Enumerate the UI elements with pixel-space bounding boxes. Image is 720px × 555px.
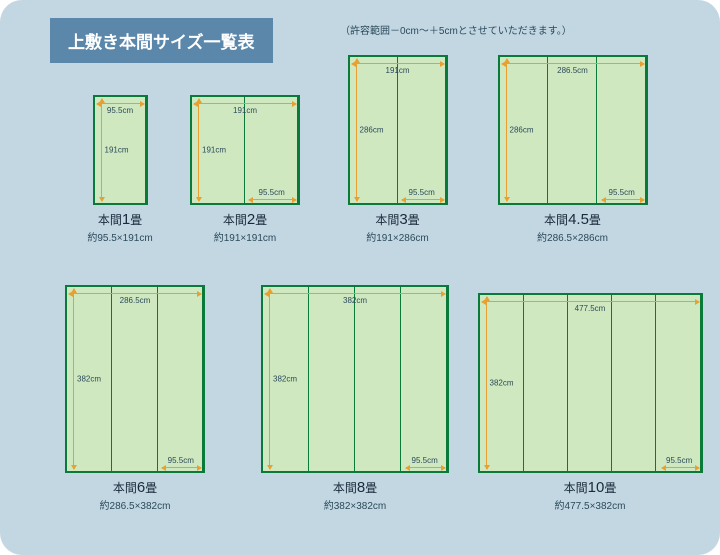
arrow-panel <box>249 199 296 200</box>
tatami-panel <box>158 287 203 471</box>
tolerance-note: （許容範囲－0cm～＋5cmとさせていただきます。） <box>340 22 572 37</box>
dim-width: 95.5cm <box>107 106 133 115</box>
dim-panel: 95.5cm <box>666 456 692 465</box>
mat-label: 本間1畳 <box>65 211 175 228</box>
mat-label: 本間4.5畳 <box>485 211 660 228</box>
arrow-panel <box>162 467 201 468</box>
mat-label: 本間10畳 <box>470 479 710 496</box>
tatami-box: 95.5cm 191cm <box>93 95 148 205</box>
dim-panel: 95.5cm <box>409 188 435 197</box>
tatami-box: 191cm 191cm 95.5cm <box>190 95 300 205</box>
mat-m8: 382cm 382cm 95.5cm 本間8畳約382×382cm <box>245 278 465 512</box>
dim-height: 191cm <box>105 146 129 155</box>
tatami-panel <box>597 57 646 203</box>
dim-panel: 95.5cm <box>412 456 438 465</box>
mat-sublabel: 約286.5×286cm <box>485 229 660 244</box>
mat-sublabel: 約286.5×382cm <box>40 497 230 512</box>
tatami-box: 477.5cm 382cm 95.5cm <box>478 293 703 473</box>
dim-height: 286cm <box>360 126 384 135</box>
diagram-wrap: 191cm 286cm 95.5cm <box>330 45 465 205</box>
mat-sublabel: 約191×286cm <box>330 229 465 244</box>
tatami-box: 286.5cm 382cm 95.5cm <box>65 285 205 473</box>
dim-height: 191cm <box>202 146 226 155</box>
arrow-panel <box>402 199 444 200</box>
dim-height: 382cm <box>273 375 297 384</box>
mat-sublabel: 約95.5×191cm <box>65 229 175 244</box>
dim-height: 286cm <box>510 126 534 135</box>
arrow-vertical <box>198 99 199 201</box>
arrow-vertical <box>101 99 102 201</box>
tatami-box: 286.5cm 286cm 95.5cm <box>498 55 648 205</box>
diagram-wrap: 95.5cm 191cm <box>65 45 175 205</box>
arrow-horizontal <box>194 103 296 104</box>
row-1: 95.5cm191cm本間1畳約95.5×191cm191cm191cm95.5… <box>0 45 720 270</box>
tatami-panel <box>398 57 446 203</box>
arrow-horizontal <box>69 293 201 294</box>
tatami-panel <box>656 295 700 471</box>
arrow-panel <box>662 467 699 468</box>
dim-panel: 95.5cm <box>168 456 194 465</box>
mat-sublabel: 約477.5×382cm <box>470 497 710 512</box>
mat-m45: 286.5cm 286cm 95.5cm 本間4.5畳約286.5×286cm <box>485 45 660 244</box>
mat-m2: 191cm 191cm 95.5cm 本間2畳約191×191cm <box>180 45 310 244</box>
page: 上敷き本間サイズ一覧表 （許容範囲－0cm～＋5cmとさせていただきます。） 9… <box>0 0 720 555</box>
diagram-wrap: 477.5cm 382cm 95.5cm <box>470 278 710 473</box>
tatami-box: 191cm 286cm 95.5cm <box>348 55 448 205</box>
mat-sublabel: 約382×382cm <box>245 497 465 512</box>
tatami-panel <box>612 295 656 471</box>
mat-m6: 286.5cm 382cm 95.5cm 本間6畳約286.5×382cm <box>40 278 230 512</box>
arrow-vertical <box>486 297 487 469</box>
mat-label: 本間6畳 <box>40 479 230 496</box>
tatami-panel <box>568 295 612 471</box>
arrow-vertical <box>506 59 507 201</box>
arrow-horizontal <box>97 103 144 104</box>
mat-m10: 477.5cm 382cm 95.5cm 本間10畳約477.5×382cm <box>470 278 710 512</box>
tatami-panel <box>309 287 355 471</box>
mat-m3: 191cm 286cm 95.5cm 本間3畳約191×286cm <box>330 45 465 244</box>
dim-height: 382cm <box>490 379 514 388</box>
tatami-panel <box>548 57 597 203</box>
dim-height: 382cm <box>77 375 101 384</box>
arrow-vertical <box>269 289 270 469</box>
dim-width: 286.5cm <box>557 66 588 75</box>
diagram-wrap: 382cm 382cm 95.5cm <box>245 278 465 473</box>
dim-width: 382cm <box>343 296 367 305</box>
arrow-panel <box>602 199 644 200</box>
diagram-wrap: 286.5cm 286cm 95.5cm <box>485 45 660 205</box>
diagram-wrap: 191cm 191cm 95.5cm <box>180 45 310 205</box>
mat-sublabel: 約191×191cm <box>180 229 310 244</box>
arrow-vertical <box>356 59 357 201</box>
mat-m1: 95.5cm 191cm 本間1畳約95.5×191cm <box>65 45 175 244</box>
tatami-box: 382cm 382cm 95.5cm <box>261 285 449 473</box>
tatami-panel <box>401 287 447 471</box>
dim-width: 191cm <box>385 66 409 75</box>
mat-label: 本間2畳 <box>180 211 310 228</box>
dim-panel: 95.5cm <box>609 188 635 197</box>
arrow-panel <box>406 467 445 468</box>
tatami-panel <box>112 287 157 471</box>
dim-width: 286.5cm <box>120 296 151 305</box>
dim-width: 191cm <box>233 106 257 115</box>
arrow-horizontal <box>482 301 699 302</box>
row-2: 286.5cm382cm95.5cm本間6畳約286.5×382cm382cm3… <box>0 278 720 538</box>
mat-label: 本間3畳 <box>330 211 465 228</box>
arrow-horizontal <box>502 63 644 64</box>
dim-panel: 95.5cm <box>259 188 285 197</box>
dim-width: 477.5cm <box>575 304 606 313</box>
arrow-horizontal <box>352 63 444 64</box>
diagram-wrap: 286.5cm 382cm 95.5cm <box>40 278 230 473</box>
arrow-horizontal <box>265 293 445 294</box>
tatami-panel <box>355 287 401 471</box>
mat-label: 本間8畳 <box>245 479 465 496</box>
tatami-panel <box>524 295 568 471</box>
arrow-vertical <box>73 289 74 469</box>
